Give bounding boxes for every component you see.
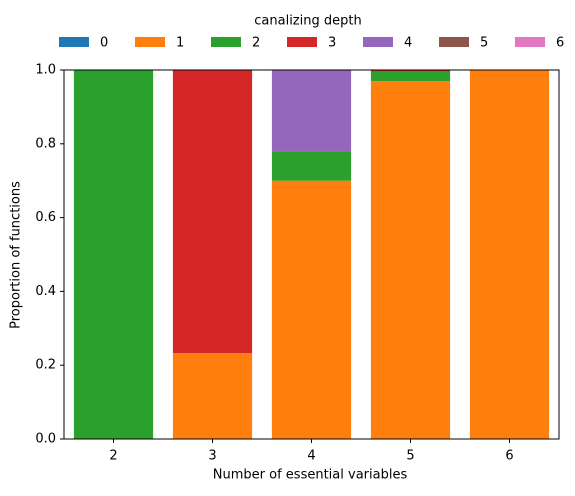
bar-segment: [271, 180, 352, 439]
legend-label: 4: [404, 36, 412, 51]
legend-swatch: [287, 37, 317, 47]
y-axis-label: Proportion of functions: [9, 181, 24, 329]
bar-segment: [172, 70, 253, 354]
bar-segment: [271, 70, 352, 152]
plot-frame: [63, 69, 560, 440]
x-tick-label: 4: [307, 449, 315, 464]
y-tick-label: 0.0: [35, 432, 56, 447]
y-tick-label: 0.8: [35, 136, 56, 151]
bar-segment: [370, 70, 451, 72]
x-tick-label: 3: [208, 449, 216, 464]
legend-swatch: [211, 37, 241, 47]
x-axis-label: Number of essential variables: [213, 468, 408, 483]
bar-segment: [370, 81, 451, 439]
legend-label: 0: [100, 36, 108, 51]
bar-segment: [469, 70, 550, 439]
legend-label: 2: [252, 36, 260, 51]
x-tick-label: 2: [109, 449, 117, 464]
y-tick-label: 1.0: [35, 63, 56, 78]
legend-label: 1: [176, 36, 184, 51]
legend-swatch: [363, 37, 393, 47]
y-tick-label: 0.2: [35, 358, 56, 373]
legend-title: canalizing depth: [254, 14, 361, 29]
x-tick-label: 6: [505, 449, 513, 464]
legend-swatch: [59, 37, 89, 47]
legend-label: 5: [480, 36, 488, 51]
y-tick-label: 0.4: [35, 284, 56, 299]
legend-swatch: [439, 37, 469, 47]
y-tick-label: 0.6: [35, 210, 56, 225]
legend-label: 6: [556, 36, 564, 51]
legend-label: 3: [328, 36, 336, 51]
x-tick-label: 5: [406, 449, 414, 464]
legend-swatch: [515, 37, 545, 47]
bar-segment: [172, 353, 253, 439]
legend-swatch: [135, 37, 165, 47]
bar-segment: [73, 70, 154, 439]
bar-segment: [370, 71, 451, 82]
bar-segment: [271, 151, 352, 181]
